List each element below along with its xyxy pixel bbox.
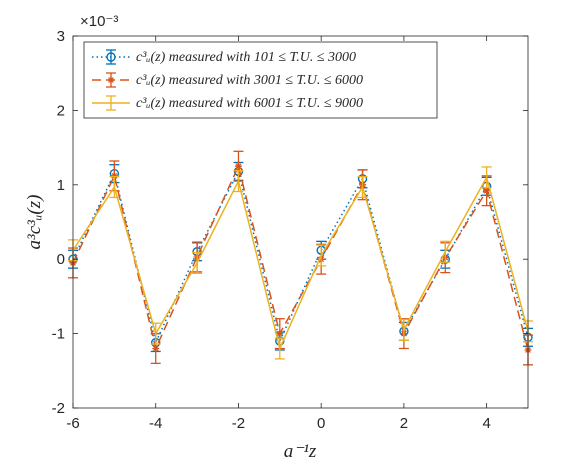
data-marks — [68, 150, 533, 366]
x-tick-label: 0 — [317, 415, 325, 432]
x-tick-label: 4 — [482, 415, 490, 432]
data-point — [234, 162, 242, 170]
data-point — [152, 344, 160, 352]
legend-items — [92, 49, 130, 111]
y-tick-label: 1 — [57, 177, 65, 194]
legend-swatch-marker — [107, 76, 115, 84]
series-line — [72, 163, 529, 351]
legend-box — [83, 41, 438, 119]
legend: c³ᵤ(z) measured with 101 ≤ T.U. ≤ 3000 c… — [83, 41, 438, 119]
y-tick-label: 0 — [57, 251, 65, 268]
y-axis-exponent-label: ×10⁻³ — [80, 13, 118, 30]
axis-ticks: -6 -4 -2 0 2 4 -2 -1 0 1 2 3 — [52, 28, 528, 432]
x-tick-label: -4 — [149, 415, 162, 432]
legend-label-1: c³ᵤ(z) measured with 101 ≤ T.U. ≤ 3000 — [136, 50, 356, 65]
y-tick-label: -2 — [52, 400, 65, 417]
legend-swatch-1 — [92, 49, 130, 65]
data-point — [276, 330, 284, 338]
x-tick-label: -6 — [66, 415, 79, 432]
x-axis-label: a⁻¹z — [284, 441, 317, 462]
data-point — [110, 172, 118, 180]
legend-label-3: c³ᵤ(z) measured with 6001 ≤ T.U. ≤ 9000 — [136, 96, 363, 111]
series-line — [72, 175, 529, 351]
legend-swatch-3 — [92, 95, 130, 111]
y-tick-label: 3 — [57, 28, 65, 45]
y-tick-label: -1 — [52, 326, 65, 343]
legend-swatch-2 — [92, 72, 130, 88]
y-axis-label: a³c³ᵤ(z) — [24, 195, 45, 250]
x-tick-label: 2 — [400, 415, 408, 432]
legend-swatch-marker — [106, 52, 116, 62]
data-point — [483, 187, 491, 195]
legend-label-2: c³ᵤ(z) measured with 3001 ≤ T.U. ≤ 6000 — [136, 73, 363, 88]
y-tick-label: 2 — [57, 102, 65, 119]
plot-frame — [72, 35, 529, 409]
x-tick-label: -2 — [232, 415, 245, 432]
